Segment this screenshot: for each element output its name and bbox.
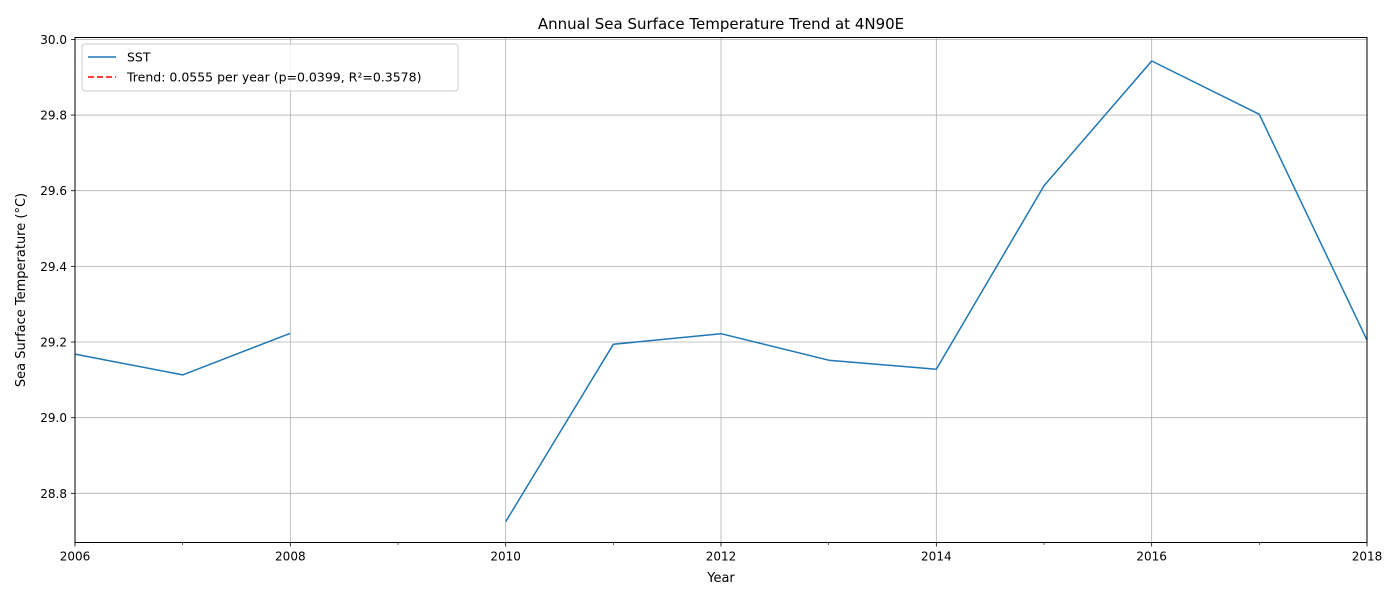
x-tick-label: 2018 [1352,550,1383,564]
y-tick-label: 29.4 [40,260,67,274]
x-tick-label: 2014 [921,550,952,564]
legend-label: SST [127,50,151,65]
series-line-0 [75,333,290,375]
legend-label: Trend: 0.0555 per year (p=0.0399, R²=0.3… [126,70,421,85]
y-tick-label: 29.8 [40,109,67,123]
grid-lines [75,38,1367,543]
y-tick-label: 28.8 [40,487,67,501]
x-axis-label: Year [706,571,735,586]
legend: SST Trend: 0.0555 per year (p=0.0399, R²=… [82,44,458,91]
y-axis-ticks: 28.8 29.0 29.2 29.4 29.6 29.8 30.0 [40,33,75,501]
x-tick-label: 2006 [60,550,91,564]
x-tick-label: 2008 [275,550,306,564]
x-tick-label: 2012 [706,550,737,564]
chart-title: Annual Sea Surface Temperature Trend at … [538,15,904,33]
y-tick-label: 29.2 [40,336,67,350]
x-axis-ticks: 2006 2008 2010 2012 2014 2016 2018 [60,543,1383,564]
x-tick-label: 2010 [490,550,521,564]
y-tick-label: 29.6 [40,184,67,198]
x-tick-label: 2016 [1136,550,1167,564]
y-tick-label: 30.0 [40,33,67,47]
y-axis-label: Sea Surface Temperature (°C) [14,193,29,387]
y-tick-label: 29.0 [40,411,67,425]
